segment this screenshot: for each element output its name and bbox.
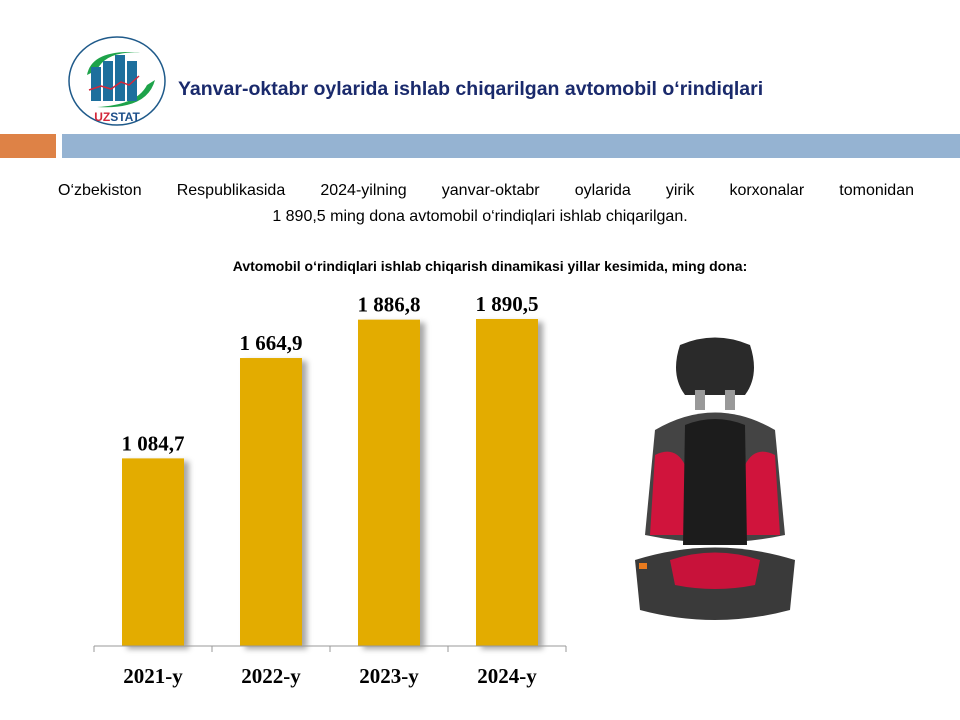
- x-tick-label: 2023-y: [359, 664, 419, 688]
- data-label: 1 886,8: [358, 293, 421, 317]
- accent-bar-orange: [0, 134, 56, 158]
- x-tick-label: 2022-y: [241, 664, 301, 688]
- data-label: 1 890,5: [476, 292, 539, 316]
- bar-2023-y: [358, 319, 420, 646]
- x-tick-label: 2021-y: [123, 664, 183, 688]
- page-title: Yanvar-oktabr oylarida ishlab chiqarilga…: [178, 78, 764, 100]
- bar-2021-y: [122, 458, 184, 646]
- bar-chart: 1 084,7 2021-y 1 664,9 2022-y 1 886,8 2023-y 1…: [93, 292, 567, 688]
- svg-text:UZSTAT: UZSTAT: [94, 110, 140, 124]
- data-label: 1 084,7: [122, 431, 185, 455]
- bar-2024-y: [476, 319, 538, 646]
- description-line-1: O‘zbekiston Respublikasida 2024-yilning …: [58, 182, 914, 199]
- uzstat-logo: UZSTAT: [68, 36, 166, 126]
- accent-bar-blue: [62, 134, 960, 158]
- x-tick-label: 2024-y: [477, 664, 537, 688]
- bar-2022-y: [240, 358, 302, 646]
- chart-title: Avtomobil o‘rindiqlari ishlab chiqarish …: [232, 258, 748, 274]
- data-label: 1 664,9: [240, 331, 303, 355]
- description-line-2: 1 890,5 ming dona avtomobil o‘rindiqlari…: [272, 208, 688, 225]
- description: O‘zbekiston Respublikasida 2024-yilning …: [40, 178, 920, 230]
- car-seat-image: [635, 337, 795, 620]
